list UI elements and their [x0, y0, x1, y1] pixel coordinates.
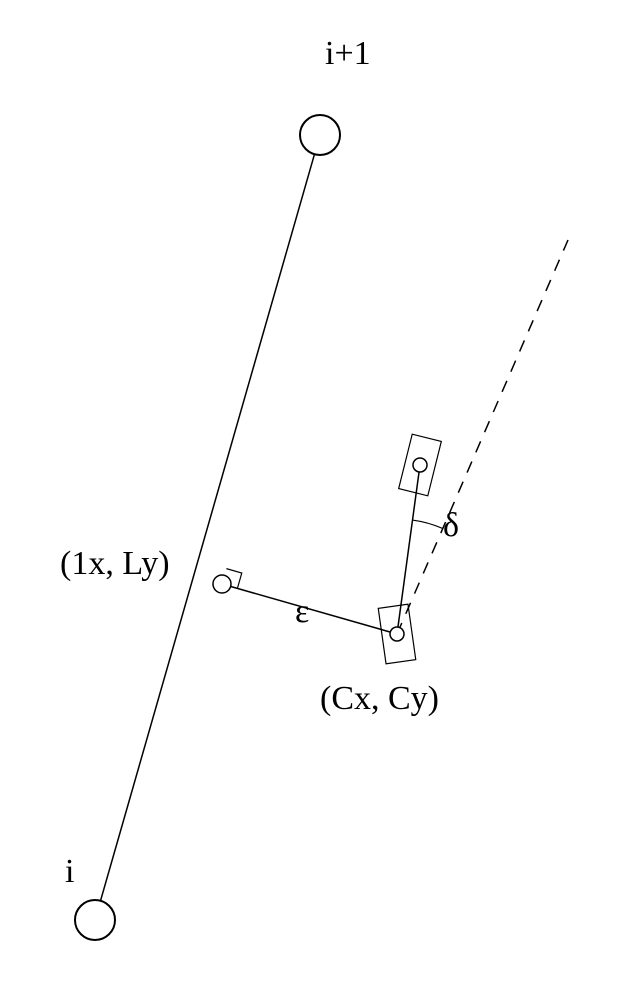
delta-label: δ [443, 507, 459, 545]
epsilon-label: ε [295, 593, 309, 631]
node-i-label: i [65, 853, 74, 891]
geometry-diagram [0, 0, 633, 1000]
point-L-label: (1x, Ly) [60, 545, 170, 583]
node-i1-label: i+1 [325, 35, 371, 73]
point-C-label: (Cx, Cy) [320, 680, 439, 718]
